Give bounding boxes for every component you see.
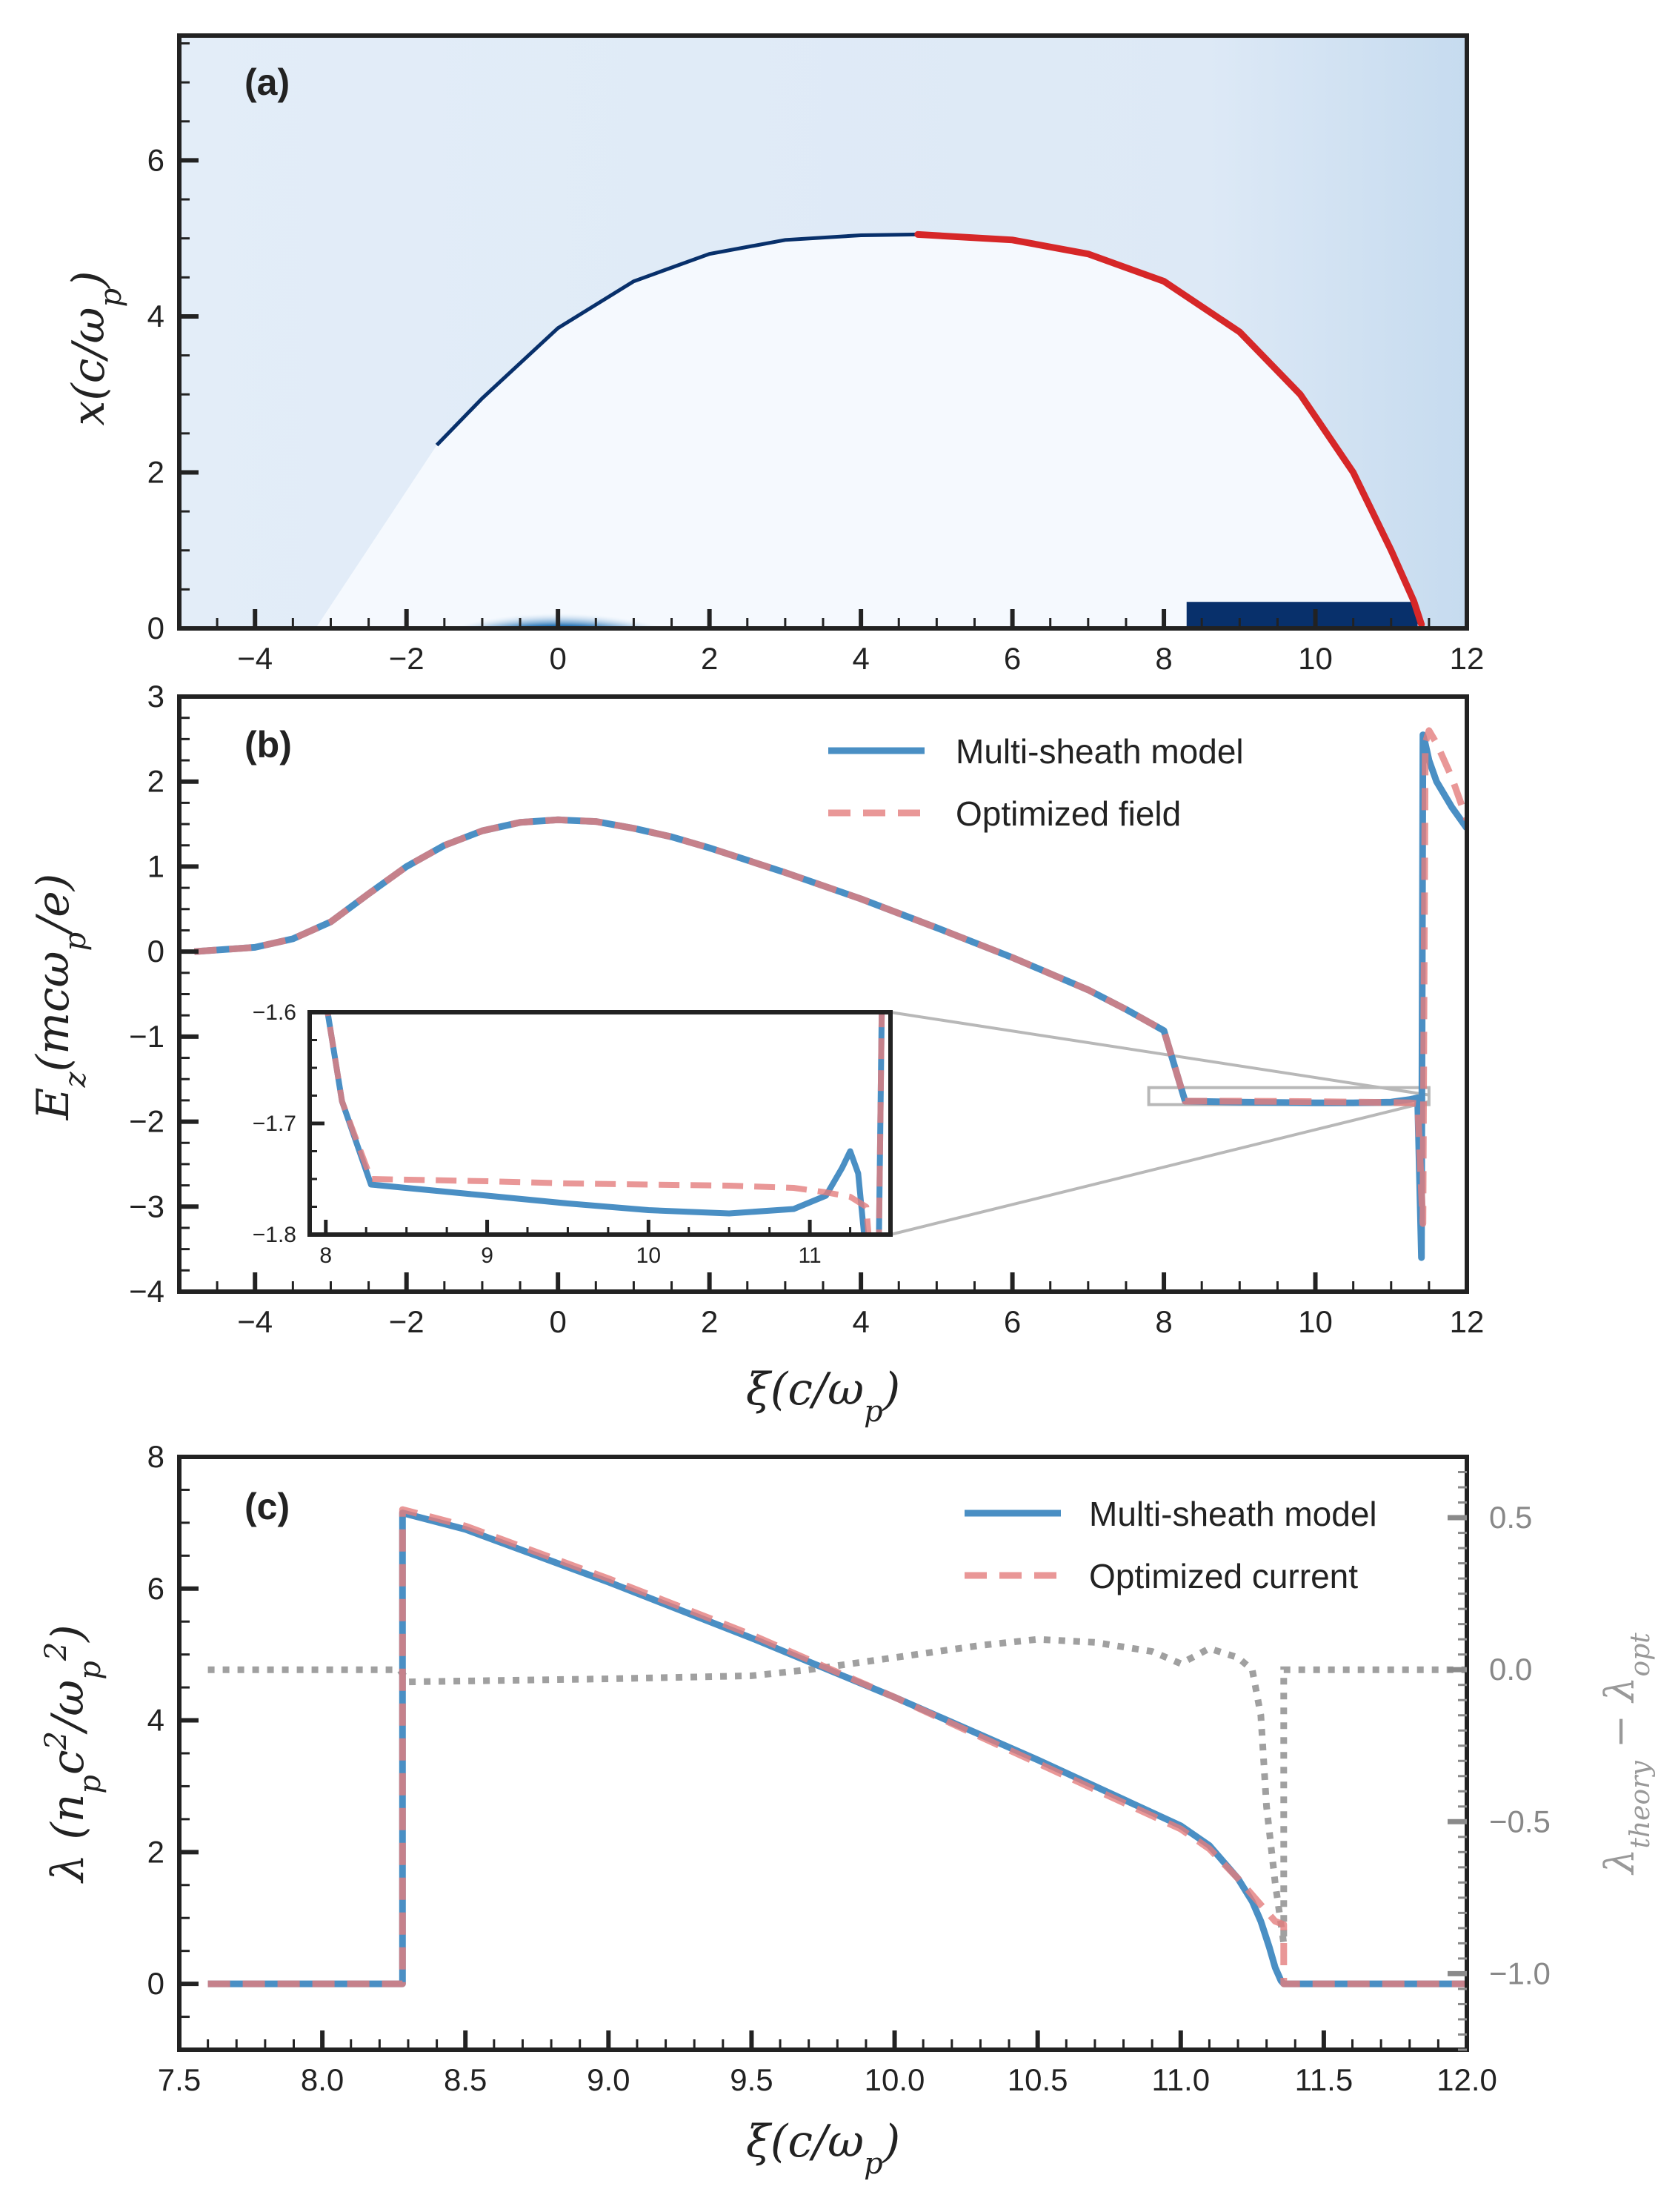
x-tick-label: 9.5 [730, 2062, 773, 2097]
x-tick-label: −4 [237, 1304, 273, 1339]
legend-label-optimized: Optimized current [1089, 1557, 1358, 1595]
panel-b-legend: Multi-sheath model Optimized field [828, 732, 1244, 833]
x-tick-label: 2 [701, 1304, 718, 1339]
zoom-connector [890, 1011, 1430, 1097]
panel-c-ticks: 7.5 8.0 8.5 9.0 9.5 10.0 10.5 11.0 11.5 12.0 0 2 4 6 8… [147, 1439, 1551, 2097]
x-tick-label: 9.0 [587, 2062, 630, 2097]
current-difference-line [207, 1635, 1467, 1944]
x-tick-label: 6 [1004, 641, 1021, 676]
y2-tick-label: 0.5 [1489, 1500, 1532, 1535]
x-tick-label: 10 [1298, 641, 1333, 676]
electron-sheath [435, 232, 918, 447]
panel-c-label: (c) [244, 1486, 290, 1527]
legend-label-model: Multi-sheath model [956, 732, 1244, 771]
x-tick-label: 6 [1004, 1304, 1021, 1339]
panel-a-ylabel: x(c/ωp) [63, 270, 128, 425]
y-tick-label: 1 [147, 848, 164, 883]
y-tick-label: −3 [129, 1189, 164, 1223]
current-optimized-line [207, 1506, 1467, 1987]
y-tick-label: 2 [147, 764, 164, 799]
panel-b-ylabel: Ez(mcωp/e) [27, 874, 93, 1120]
panel-c-y2label: λtheory − λopt [1597, 1633, 1656, 1876]
zoom-connector [890, 1100, 1430, 1236]
y-tick-label: 2 [147, 1834, 164, 1869]
legend-label-model: Multi-sheath model [1089, 1495, 1377, 1533]
panel-c-background [179, 1457, 1467, 2050]
x-tick-label: 11.5 [1295, 2062, 1354, 2097]
x-tick-label: 11.0 [1151, 2062, 1210, 2097]
x-tick-label: 8.5 [444, 2062, 487, 2097]
x-tick-label: 8.0 [301, 2062, 344, 2097]
y-tick-label: 4 [147, 1703, 164, 1738]
y-tick-label: 0 [147, 611, 164, 645]
y2-tick-label: −0.5 [1489, 1804, 1551, 1839]
inset-x-tick-label: 9 [481, 1243, 493, 1268]
y-tick-label: −4 [129, 1274, 164, 1309]
x-tick-label: 7.5 [158, 2062, 201, 2097]
y-tick-label: −2 [129, 1104, 164, 1139]
y-tick-label: 3 [147, 679, 164, 714]
inset-x-tick-label: 10 [636, 1243, 661, 1268]
panel-c-xlabel: ξ(c/ωp) [746, 2116, 900, 2181]
y2-tick-label: −1.0 [1489, 1956, 1551, 1990]
inset-y-tick-label: −1.6 [253, 1000, 296, 1025]
theory-boundary-curve [914, 230, 1425, 628]
drive-bunch [391, 550, 725, 628]
y-tick-label: 6 [147, 1571, 164, 1606]
inset-y-tick-label: −1.8 [253, 1223, 296, 1247]
x-tick-label: 12 [1450, 641, 1485, 676]
y-tick-label: 2 [147, 454, 164, 489]
witness-bunch [1186, 602, 1418, 628]
panel-a-wake-density: −4 −2 0 2 4 6 8 10 12 0 2 4 6 (a) x(c/ωp) [63, 33, 1485, 676]
x-tick-label: 8 [1155, 641, 1172, 676]
panel-c-current: 7.5 8.0 8.5 9.0 9.5 10.0 10.5 11.0 11.5 12.0 0 2 4 6 8… [39, 1439, 1656, 2181]
inset-x-tick-label: 11 [799, 1243, 822, 1268]
x-tick-label: −4 [237, 641, 273, 676]
inset-optimized-line [324, 1012, 885, 1235]
ion-cavity [316, 234, 1422, 628]
inset-background [310, 1012, 890, 1235]
y-tick-label: 0 [147, 1966, 164, 2001]
x-tick-label: 8 [1155, 1304, 1172, 1339]
inset-plot: 8 9 10 11 −1.8 −1.7 −1.6 [253, 1000, 893, 1268]
x-tick-label: 2 [701, 641, 718, 676]
y-tick-label: 0 [147, 934, 164, 969]
y-tick-label: −1 [129, 1019, 164, 1054]
panel-c-ylabel: λ (npc2/ωp2) [39, 1624, 107, 1883]
panel-c-legend: Multi-sheath model Optimized current [965, 1495, 1377, 1595]
x-tick-label: 10.5 [1008, 2062, 1068, 2097]
x-tick-label: 4 [852, 1304, 869, 1339]
x-tick-label: 10 [1298, 1304, 1333, 1339]
x-tick-label: 10.0 [865, 2062, 925, 2097]
x-tick-label: −2 [389, 641, 425, 676]
y-tick-label: 8 [147, 1439, 164, 1474]
inset-ticks: 8 9 10 11 −1.8 −1.7 −1.6 [253, 1000, 892, 1268]
x-tick-label: 0 [549, 641, 566, 676]
x-tick-label: 12.0 [1436, 2062, 1497, 2097]
inset-x-tick-label: 8 [319, 1243, 332, 1268]
panel-a-label: (a) [244, 62, 290, 103]
legend-label-optimized: Optimized field [956, 794, 1181, 833]
ez-optimized-line [194, 727, 1467, 1227]
y-tick-label: 6 [147, 142, 164, 177]
x-tick-label: 12 [1450, 1304, 1485, 1339]
x-tick-label: −2 [389, 1304, 425, 1339]
x-tick-label: 4 [852, 641, 869, 676]
inset-model-line [324, 1012, 885, 1235]
inset-y-tick-label: −1.7 [253, 1112, 296, 1136]
panel-b-xlabel: ξ(c/ωp) [746, 1364, 900, 1429]
x-tick-label: 0 [549, 1304, 566, 1339]
y2-tick-label: 0.0 [1489, 1652, 1532, 1687]
y-tick-label: 4 [147, 299, 164, 333]
panel-a-ticks: −4 −2 0 2 4 6 8 10 12 0 2 4 6 [147, 42, 1485, 676]
panel-b-label: (b) [244, 724, 292, 765]
